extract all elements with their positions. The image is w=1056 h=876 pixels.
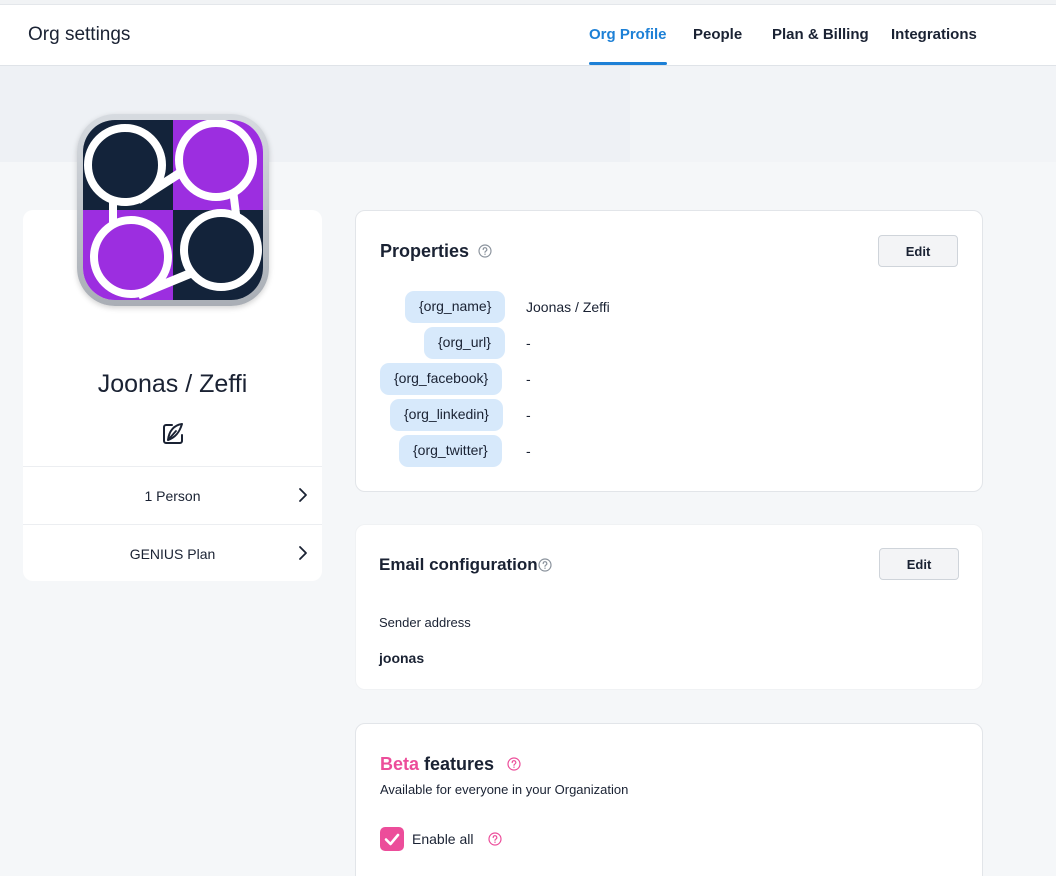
top-strip (0, 0, 1056, 5)
properties-title: Properties (380, 241, 470, 261)
email-config-card: Email configuration Edit Sender address … (355, 524, 983, 690)
property-value-org-twitter: - (526, 443, 531, 459)
property-value-org-facebook: - (526, 371, 531, 387)
edit-org-button[interactable] (160, 421, 186, 447)
org-name: Joonas / Zeffi (97, 370, 248, 398)
property-key-org-url[interactable]: {org_url} (424, 327, 505, 359)
plan-label: GENIUS Plan (129, 546, 216, 562)
plan-row[interactable]: GENIUS Plan (23, 524, 322, 582)
property-value-org-name: Joonas / Zeffi (526, 299, 610, 315)
enable-all-label: Enable all (412, 831, 474, 847)
properties-edit-button[interactable]: Edit (878, 235, 958, 267)
header-bar: Org settings Org Profile People Plan & B… (0, 5, 1056, 66)
people-count-row[interactable]: 1 Person (23, 466, 322, 524)
beta-subtitle: Available for everyone in your Organizat… (380, 782, 629, 797)
tab-org-profile[interactable]: Org Profile (589, 26, 667, 65)
property-value-org-url: - (526, 335, 531, 351)
org-avatar[interactable] (77, 114, 269, 306)
org-logo-icon (83, 120, 263, 300)
email-config-edit-button[interactable]: Edit (879, 548, 959, 580)
checkmark-icon (384, 833, 400, 846)
tab-label: Integrations (891, 26, 977, 43)
page-title: Org settings (28, 24, 131, 45)
property-key-org-linkedin[interactable]: {org_linkedin} (390, 399, 503, 431)
tab-label: People (693, 26, 743, 43)
chevron-right-icon (299, 546, 307, 560)
edit-pen-icon (163, 423, 183, 444)
beta-accent-text: Beta (380, 754, 420, 774)
tab-label: Plan & Billing (772, 26, 869, 43)
beta-title-rest: features (424, 754, 495, 774)
sender-address-label: Sender address (379, 615, 471, 630)
beta-features-card: Beta features Available for everyone in … (355, 723, 983, 876)
cover-banner-right (630, 66, 1056, 162)
tab-label: Org Profile (589, 26, 667, 43)
help-icon[interactable] (507, 757, 521, 771)
people-count-label: 1 Person (144, 488, 201, 504)
help-icon[interactable] (488, 832, 502, 846)
tab-integrations[interactable]: Integrations (891, 26, 977, 65)
enable-all-checkbox[interactable] (380, 827, 404, 851)
property-key-org-name[interactable]: {org_name} (405, 291, 506, 323)
email-config-title: Email configuration (379, 555, 538, 574)
sender-address-value: joonas (379, 650, 425, 666)
beta-features-title: Beta features (380, 754, 494, 775)
tab-people[interactable]: People (693, 26, 742, 65)
tab-active-indicator (589, 62, 667, 65)
help-icon[interactable] (478, 244, 492, 258)
org-avatar-image (83, 120, 263, 300)
help-icon[interactable] (538, 558, 552, 572)
chevron-right-icon (299, 488, 307, 502)
tab-plan-billing[interactable]: Plan & Billing (772, 26, 869, 65)
property-key-org-facebook[interactable]: {org_facebook} (380, 363, 503, 395)
property-key-org-twitter[interactable]: {org_twitter} (399, 435, 502, 467)
property-value-org-linkedin: - (526, 407, 531, 423)
